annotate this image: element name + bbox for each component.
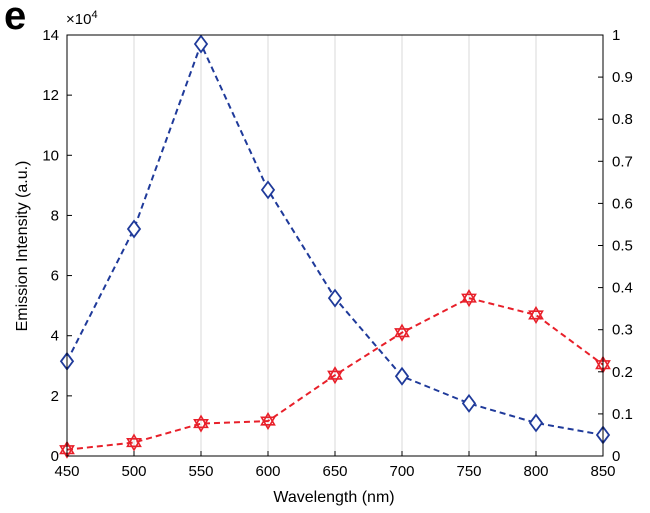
x-axis-title: Wavelength (nm): [273, 489, 394, 506]
y-tick-label: 0: [51, 448, 59, 465]
x-tick-label: 650: [322, 463, 347, 480]
x-tick-label: 800: [523, 463, 548, 480]
hexagram-triangle: [260, 416, 276, 431]
y-multiplier-base: ×10: [66, 11, 91, 28]
data-point-diamond: [461, 393, 477, 413]
hexagram-triangle: [193, 414, 209, 429]
x-tick-label: 500: [121, 463, 146, 480]
x-tick-label: 550: [188, 463, 213, 480]
x-tick-label: 850: [590, 463, 615, 480]
hexagram-triangle: [126, 437, 142, 452]
x-tick-label: 450: [54, 463, 79, 480]
data-point-hexagram: [260, 411, 276, 431]
hexagram-triangle: [327, 366, 343, 380]
y2-tick-label: 0.9: [612, 69, 633, 86]
data-point-diamond: [394, 366, 410, 386]
y2-tick-label: 0: [612, 448, 620, 465]
data-point-diamond: [260, 180, 276, 200]
y2-tick-label: 0.1: [612, 406, 633, 423]
y-axis-title: Emission Intensity (a.u.): [14, 161, 31, 332]
y-multiplier-label: ×104: [66, 9, 98, 28]
y2-tick-label: 0.4: [612, 280, 633, 297]
data-point-hexagram: [126, 433, 142, 452]
y-tick-label: 12: [42, 87, 59, 104]
axes: [66, 34, 604, 457]
y-tick-label: 2: [51, 388, 59, 405]
hexagram-triangle: [260, 411, 276, 426]
data-point-diamond: [528, 413, 544, 433]
hexagram-triangle: [394, 328, 410, 342]
x-tick-label: 600: [255, 463, 280, 480]
y2-tick-label: 0.3: [612, 322, 633, 339]
x-tick-label: 700: [389, 463, 414, 480]
hexagram-triangle: [193, 419, 209, 433]
grid-lines: [133, 35, 537, 456]
data-point-hexagram: [394, 323, 410, 342]
hexagram-triangle: [461, 289, 477, 303]
y-tick-label: 6: [51, 268, 59, 285]
y-tick-label: 4: [51, 328, 59, 345]
hexagram-triangle: [461, 293, 477, 308]
y-tick-label: 8: [51, 207, 59, 224]
data-point-diamond: [126, 219, 142, 239]
tick-labels: 450 500 550 600 650 700 750 800 8500246810121400…: [42, 27, 633, 480]
data-point-hexagram: [327, 366, 343, 385]
y2-tick-label: 1: [612, 27, 620, 44]
hexagram-triangle: [327, 370, 343, 385]
hexagram-triangle: [126, 433, 142, 448]
data-point-diamond: [327, 288, 343, 308]
y2-tick-label: 0.8: [612, 111, 633, 128]
x-tick-label: 750: [456, 463, 481, 480]
hexagram-triangle: [528, 310, 544, 325]
data-point-diamond: [193, 34, 209, 54]
y2-tick-label: 0.2: [612, 364, 633, 381]
hexagram-triangle: [528, 305, 544, 320]
y-tick-label: 14: [42, 27, 59, 44]
data-point-hexagram: [193, 414, 209, 433]
hexagram-triangle: [394, 323, 410, 338]
panel-label: e: [4, 0, 27, 38]
y-tick-label: 10: [42, 147, 59, 164]
y2-tick-label: 0.7: [612, 153, 633, 170]
y2-tick-label: 0.5: [612, 238, 633, 255]
data-point-hexagram: [528, 305, 544, 325]
series-line-2: [66, 297, 604, 451]
data-point-hexagram: [461, 289, 477, 308]
y-multiplier-exponent: 4: [91, 9, 97, 21]
y2-tick-label: 0.6: [612, 195, 633, 212]
series-layer: [59, 34, 611, 459]
